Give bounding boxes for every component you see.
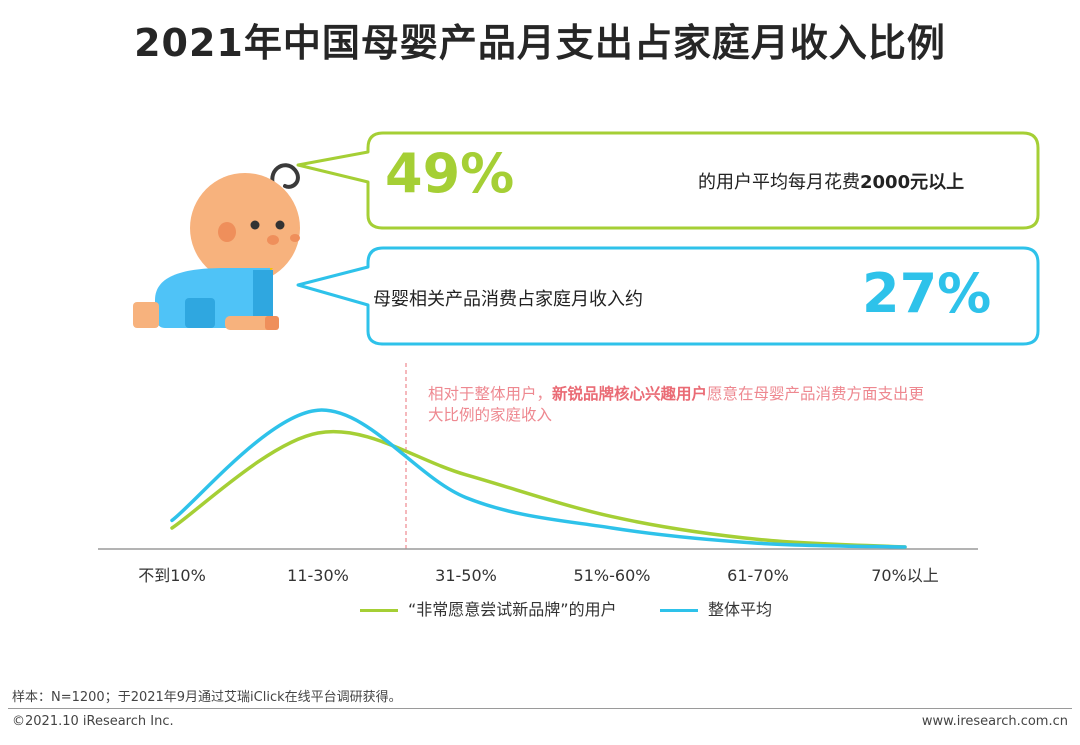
blue-stat-value: 27% — [862, 262, 992, 325]
series-line-1 — [170, 429, 907, 549]
copyright: ©2021.10 iResearch Inc. — [12, 714, 174, 729]
x-tick-label: 11-30% — [287, 566, 349, 585]
green-speech-bubble — [296, 131, 1040, 230]
x-tick-label: 31-50% — [435, 566, 497, 585]
green-stat-value: 49% — [385, 142, 515, 205]
page-title: 2021年中国母婴产品月支出占家庭月收入比例 — [134, 21, 946, 65]
legend-item-series-1: “非常愿意尝试新品牌”的用户 — [360, 596, 617, 620]
series-line-2 — [170, 408, 907, 549]
x-tick-label: 不到10% — [138, 566, 206, 585]
legend-item-series-2: 整体平均 — [660, 596, 772, 620]
x-tick-label: 70%以上 — [871, 566, 939, 585]
green-stat-text: 的用户平均每月花费2000元以上 — [698, 172, 965, 193]
website: www.iresearch.com.cn — [921, 714, 1068, 729]
footer-divider — [8, 708, 1072, 709]
blue-stat-text: 母婴相关产品消费占家庭月收入约 — [373, 289, 643, 310]
blue-speech-bubble — [296, 246, 1040, 346]
crawling-baby-illustration — [133, 163, 300, 330]
hair-curl-icon — [270, 163, 300, 192]
distribution-line-chart: 不到10% 11-30% 31-50% 51%-60% 61-70% 70%以上 — [98, 363, 978, 585]
legend-swatch-blue — [660, 609, 698, 612]
x-tick-label: 61-70% — [727, 566, 789, 585]
sample-note: 样本：N=1200；于2021年9月通过艾瑞iClick在线平台调研获得。 — [12, 690, 402, 705]
chart-annotation: 相对于整体用户，新锐品牌核心兴趣用户愿意在母婴产品消费方面支出更大比例的家庭收入 — [428, 385, 925, 424]
legend-swatch-green — [360, 609, 398, 612]
x-tick-label: 51%-60% — [574, 566, 651, 585]
